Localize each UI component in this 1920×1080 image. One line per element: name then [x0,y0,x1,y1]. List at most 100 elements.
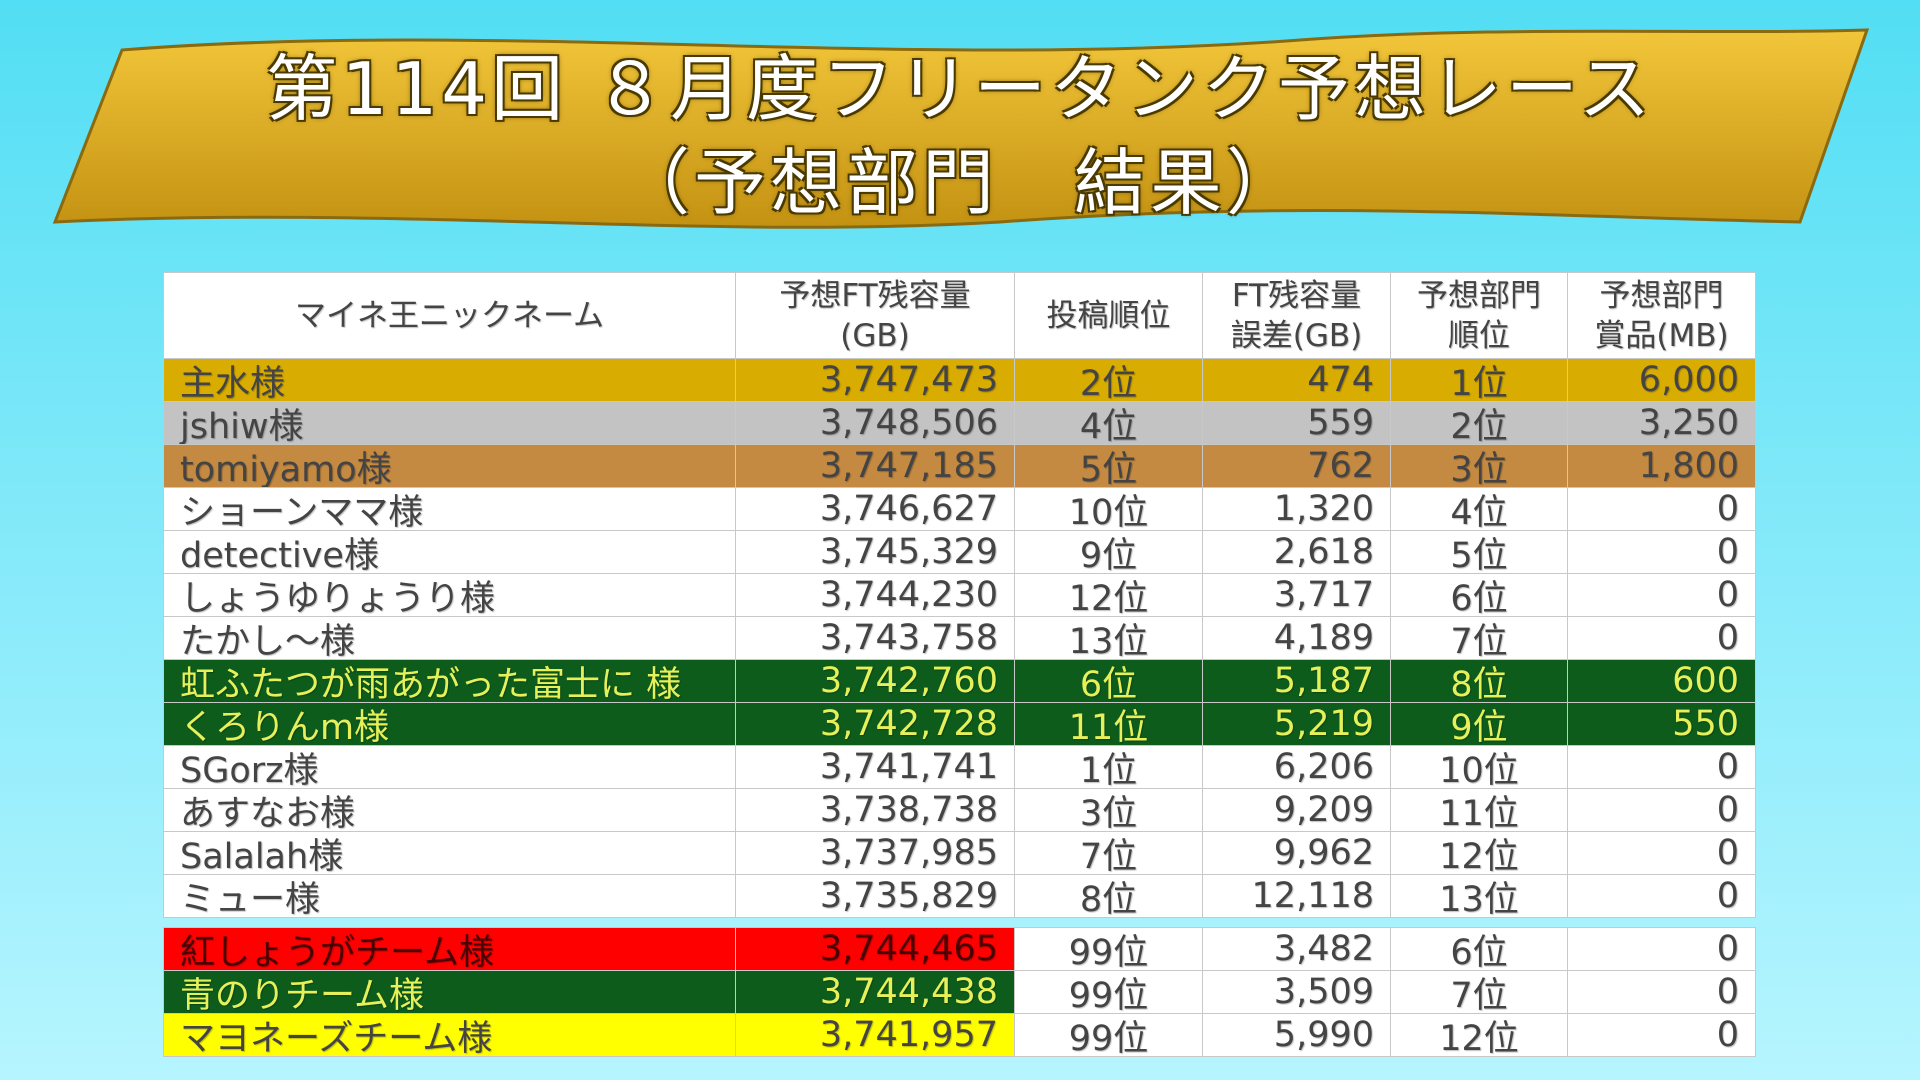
table-cell: 青のりチーム様 [163,970,736,1014]
table-cell: 2,618 [1202,530,1391,574]
table-cell: あすなお様 [163,788,736,832]
table-cell: ショーンママ様 [163,487,736,531]
table-cell: 8位 [1390,659,1568,703]
column-header: FT残容量 [1231,277,1362,314]
table-row: Salalah様 3,737,985 7位 9,962 12位 0 [163,831,1756,875]
table-cell: 13位 [1014,616,1203,660]
title-line: （予想部門 結果） [617,141,1302,225]
table-cell: 5,219 [1202,702,1391,746]
table-cell: 99位 [1014,927,1203,971]
table-cell: しょうゆりょうり様 [163,573,736,617]
table-row: あすなお様 3,738,738 3位 9,209 11位 0 [163,788,1756,832]
table-cell: 0 [1567,1013,1756,1057]
table-cell: 5位 [1014,444,1203,488]
table-cell: 4,189 [1202,616,1391,660]
table-cell: 0 [1567,573,1756,617]
table-cell: 9,209 [1202,788,1391,832]
table-cell: 3,509 [1202,970,1391,1014]
table-cell: 紅しょうがチーム様 [163,927,736,971]
table-cell: くろりんm様 [163,702,736,746]
table-cell: 2位 [1390,401,1568,445]
column-header: 投稿順位 [1046,297,1171,334]
table-cell: tomiyamo様 [163,444,736,488]
table-cell: 3,742,728 [735,702,1015,746]
table-cell: 0 [1567,970,1756,1014]
table-cell: 6,206 [1202,745,1391,789]
table-cell: 0 [1567,616,1756,660]
table-cell: 3,744,438 [735,970,1015,1014]
table-cell: 12,118 [1202,874,1391,918]
table-cell: 4位 [1014,401,1203,445]
team-row: マヨネーズチーム様 3,741,957 99位 5,990 12位 0 [163,1013,1756,1057]
table-cell: 12位 [1014,573,1203,617]
table-row: SGorz様 3,741,741 1位 6,206 10位 0 [163,745,1756,789]
table-cell: 3,744,465 [735,927,1015,971]
table-row: ミュー様 3,735,829 8位 12,118 13位 0 [163,874,1756,918]
table-row: しょうゆりょうり様 3,744,230 12位 3,717 6位 0 [163,573,1756,617]
column-header: 賞品(MB) [1594,317,1729,354]
table-cell: 600 [1567,659,1756,703]
column-header: 順位 [1448,317,1510,354]
table-cell: 99位 [1014,1013,1203,1057]
table-cell: 3,737,985 [735,831,1015,875]
table-cell: 2位 [1014,358,1203,402]
table-cell: 6位 [1014,659,1203,703]
table-cell: 3,743,758 [735,616,1015,660]
table-cell: 1,320 [1202,487,1391,531]
column-header: マイネ王ニックネーム [294,297,605,334]
table-cell: 3,482 [1202,927,1391,971]
table-cell: 虹ふたつが雨あがった富士に 様 [163,659,736,703]
table-cell: マイネ王ニックネーム [163,272,736,359]
table-cell: 3,250 [1567,401,1756,445]
table-cell: 5,187 [1202,659,1391,703]
table-cell: 投稿順位 [1014,272,1203,359]
table-row: jshiw様 3,748,506 4位 559 2位 3,250 [163,401,1756,445]
table-cell: 9,962 [1202,831,1391,875]
table-cell: 0 [1567,530,1756,574]
table-row: tomiyamo様 3,747,185 5位 762 3位 1,800 [163,444,1756,488]
table-cell: 1,800 [1567,444,1756,488]
table-cell: 3,741,957 [735,1013,1015,1057]
table-cell: 4位 [1390,487,1568,531]
table-cell: 99位 [1014,970,1203,1014]
table-cell: 6位 [1390,573,1568,617]
table-cell: 3,735,829 [735,874,1015,918]
table-cell: 10位 [1014,487,1203,531]
table-cell: ミュー様 [163,874,736,918]
table-cell: 12位 [1390,831,1568,875]
table-cell: 5位 [1390,530,1568,574]
table-cell: 0 [1567,487,1756,531]
column-header: 予想部門 [1417,277,1541,314]
header-row: マイネ王ニックネーム 予想FT残容量 (GB) 投稿順位 FT残容量 誤差(GB) 予想部門… [163,272,1756,359]
table-cell: 7位 [1014,831,1203,875]
table-cell: マヨネーズチーム様 [163,1013,736,1057]
table-cell: 7位 [1390,616,1568,660]
table-cell: 主水様 [163,358,736,402]
table-cell: 予想FT残容量 (GB) [735,272,1015,359]
table-cell: 8位 [1014,874,1203,918]
results-table: マイネ王ニックネーム 予想FT残容量 (GB) 投稿順位 FT残容量 誤差(GB) 予想部門… [163,272,1756,1057]
column-header: 予想FT残容量 [779,277,971,314]
table-cell: 1位 [1390,358,1568,402]
table-cell: 11位 [1390,788,1568,832]
table-row: detective様 3,745,329 9位 2,618 5位 0 [163,530,1756,574]
table-cell: 3,745,329 [735,530,1015,574]
table-cell: 7位 [1390,970,1568,1014]
table-cell: 3,744,230 [735,573,1015,617]
table-cell: 3,738,738 [735,788,1015,832]
table-cell: 13位 [1390,874,1568,918]
table-cell: 9位 [1390,702,1568,746]
table-cell: 6位 [1390,927,1568,971]
table-cell: 0 [1567,745,1756,789]
table-cell: 0 [1567,927,1756,971]
table-cell: たかし～様 [163,616,736,660]
table-cell: 0 [1567,788,1756,832]
table-cell: 762 [1202,444,1391,488]
table-cell: 9位 [1014,530,1203,574]
table-cell: 12位 [1390,1013,1568,1057]
table-cell: 474 [1202,358,1391,402]
table-cell: 3,742,760 [735,659,1015,703]
title-banner [52,28,1870,229]
column-header: 予想部門 [1599,277,1724,314]
